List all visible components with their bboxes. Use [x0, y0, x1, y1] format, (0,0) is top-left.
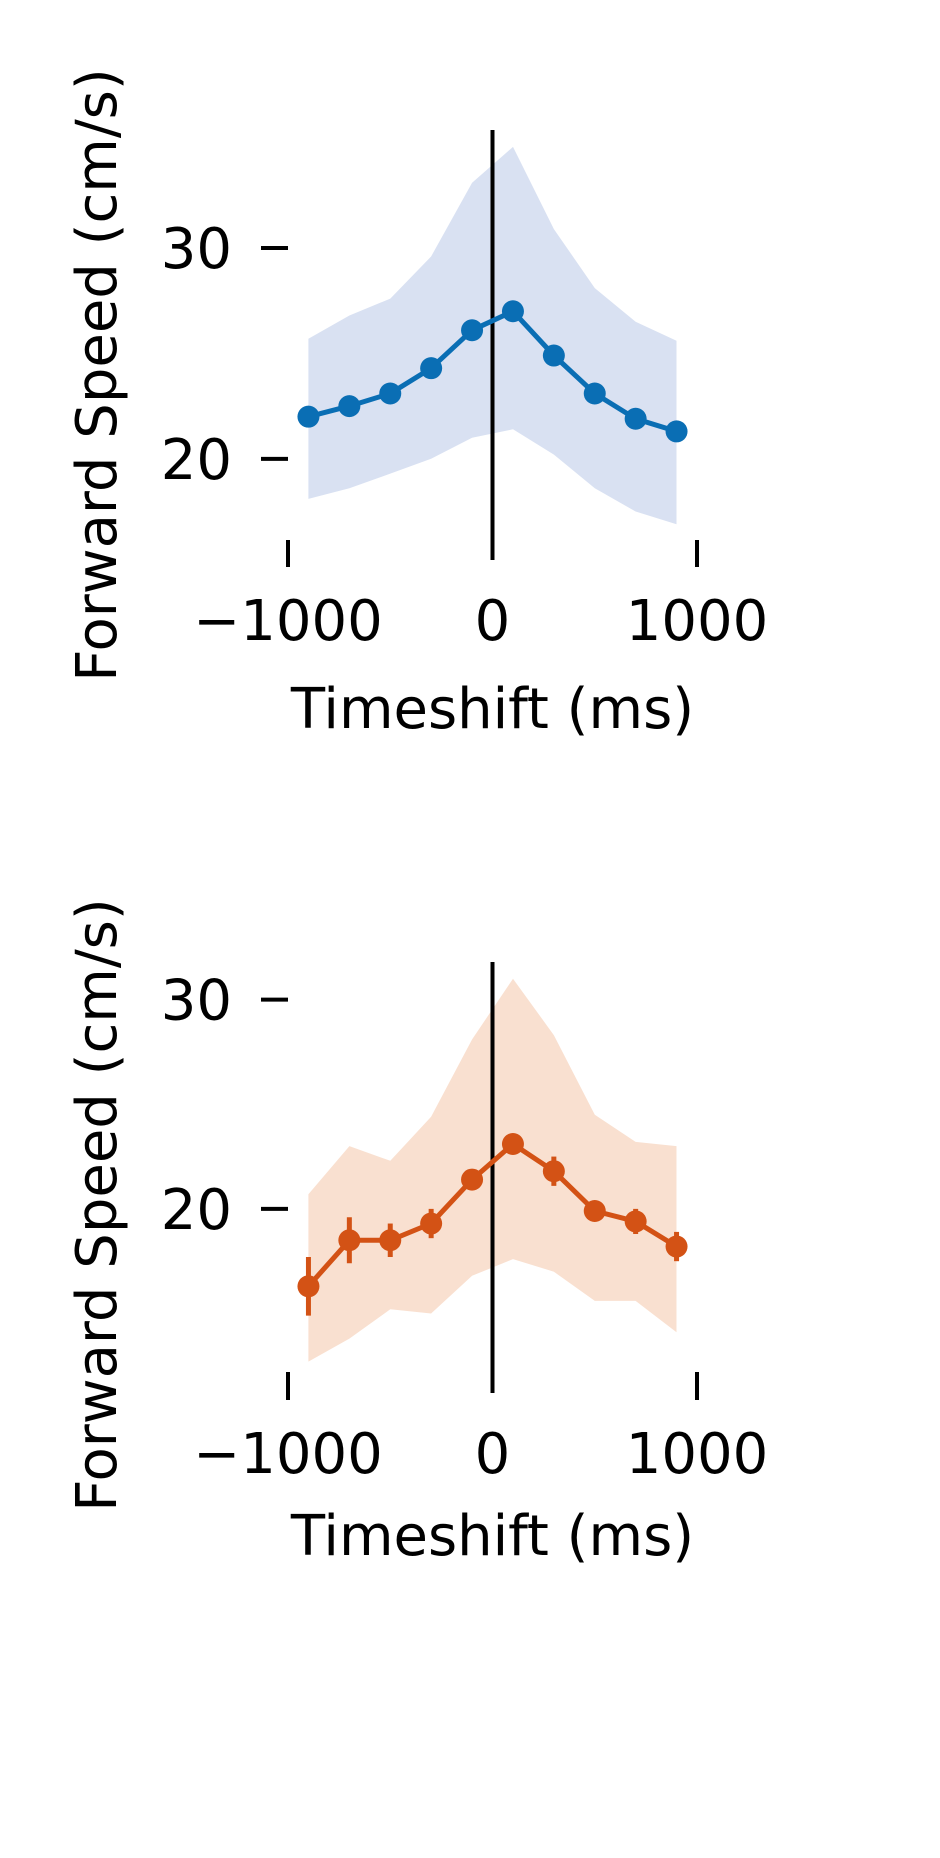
panel-2-axes: 20 30 −1000 0 1000 Timeshift (ms) Forwar… [65, 898, 768, 1569]
panel-2-x-axis-label: Timeshift (ms) [290, 1504, 694, 1569]
panel-1-ytick-label-20: 20 [161, 428, 232, 493]
panel-1-ytick-label-30: 30 [161, 217, 232, 282]
panel-1-x-ticks: −1000 0 1000 [193, 540, 768, 654]
panel-2-data-point [297, 1275, 320, 1298]
panel-1-x-axis-label: Timeshift (ms) [290, 677, 694, 742]
panel-2-y-ticks: 20 30 [161, 969, 288, 1243]
panel-2-data-point [501, 1133, 524, 1156]
panel-1-y-ticks: 20 30 [161, 217, 288, 493]
panel-2-data-point [420, 1212, 443, 1235]
panel-2-y-axis-label: Forward Speed (cm/s) [65, 898, 130, 1511]
panel-1-plot: 20 30 −1000 0 1000 Timeshift (ms) Forwar… [65, 68, 768, 742]
panel-1-data-point [461, 319, 484, 342]
panel-1-series-layer [297, 300, 688, 443]
panel-2-data-point [583, 1199, 606, 1222]
panel-1-series-line [307, 308, 678, 434]
panel-1-xtick-label-neg1000: −1000 [193, 589, 382, 654]
panel-1-data-point [542, 344, 565, 367]
panel-2-xtick-label-1000: 1000 [626, 1422, 769, 1487]
panel-1-axes: 20 30 −1000 0 1000 Timeshift (ms) Forwar… [65, 68, 768, 742]
panel-2-data-point [542, 1160, 565, 1183]
panel-1-xtick-label-0: 0 [475, 589, 511, 654]
panel-2-data-point [624, 1210, 647, 1233]
panel-2-data-point [338, 1229, 361, 1252]
panel-1-data-point [665, 420, 688, 443]
panel-1-data-point [297, 405, 320, 428]
panel-2-data-point [665, 1235, 688, 1258]
panel-2-data-point [461, 1168, 484, 1191]
panel-1-xtick-label-1000: 1000 [626, 589, 769, 654]
panel-2-data-point [379, 1229, 402, 1252]
panel-1-data-point [420, 357, 443, 380]
panel-2-ytick-label-20: 20 [161, 1178, 232, 1243]
panel-2-x-ticks: −1000 0 1000 [193, 1372, 768, 1487]
panel-1-data-point [583, 382, 606, 405]
panel-2-ytick-label-30: 30 [161, 969, 232, 1034]
panel-1-data-point [338, 395, 361, 418]
panel-2-xtick-label-neg1000: −1000 [193, 1422, 382, 1487]
panel-1-data-point [624, 407, 647, 430]
panel-1-data-point [379, 382, 402, 405]
panel-2-series-line [306, 1141, 678, 1288]
panel-1-y-axis-label: Forward Speed (cm/s) [65, 68, 130, 681]
panel-2-series-layer [297, 1133, 688, 1316]
panel-2-plot: 20 30 −1000 0 1000 Timeshift (ms) Forwar… [65, 898, 768, 1569]
panel-2-xtick-label-0: 0 [475, 1422, 511, 1487]
panel-1-data-point [501, 300, 524, 323]
